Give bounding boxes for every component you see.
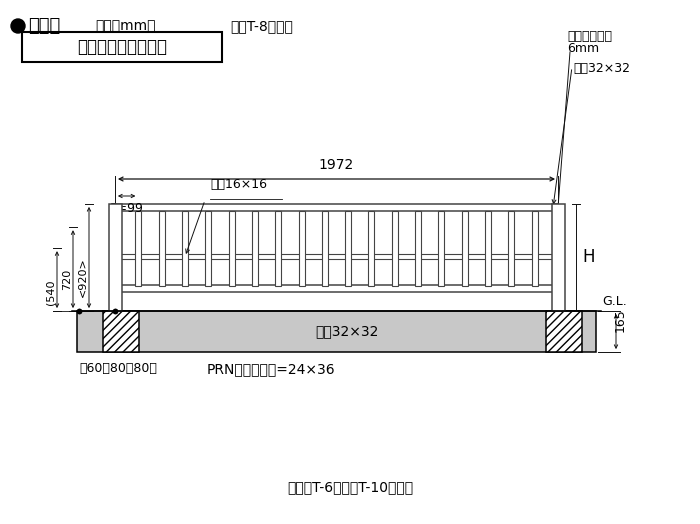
Bar (552, 204, 564, 311)
Circle shape (11, 19, 25, 33)
Bar (102, 311, 139, 352)
Bar (462, 211, 468, 286)
Text: （単位mm）: （単位mm） (95, 19, 155, 33)
Text: 図はT-8サイズ: 図はT-8サイズ (230, 19, 293, 33)
Text: 下桟32×32: 下桟32×32 (315, 324, 378, 339)
Bar (115, 254, 558, 259)
Bar (322, 211, 328, 286)
Bar (532, 211, 538, 286)
Bar (415, 211, 421, 286)
Text: （60）80〈80〉: （60）80〈80〉 (79, 362, 157, 375)
Text: フリーポールタイプ: フリーポールタイプ (77, 38, 167, 56)
Bar (438, 211, 444, 286)
Bar (77, 311, 596, 352)
Text: 1972: 1972 (319, 158, 354, 172)
Bar (205, 211, 211, 286)
Bar (345, 211, 351, 286)
Bar (229, 211, 234, 286)
Bar (115, 285, 558, 292)
Bar (108, 204, 122, 311)
Bar (392, 211, 398, 286)
Text: 6mm: 6mm (567, 41, 599, 54)
Bar (485, 211, 491, 286)
Bar (115, 204, 558, 211)
Text: （　）T-6〈　〉T-10の場合: （ ）T-6〈 〉T-10の場合 (287, 480, 413, 494)
Bar (22, 32, 222, 62)
Text: 165: 165 (613, 308, 626, 332)
Bar (275, 211, 281, 286)
Bar (368, 211, 374, 286)
Bar (555, 211, 561, 286)
Text: (540: (540 (46, 280, 56, 305)
Bar (545, 311, 582, 352)
Text: H: H (582, 248, 594, 267)
Text: 小桟16×16: 小桟16×16 (210, 178, 267, 191)
Bar (135, 211, 141, 286)
Bar (112, 211, 118, 286)
Bar (298, 211, 304, 286)
Bar (182, 211, 188, 286)
Text: ジョイント部: ジョイント部 (567, 29, 612, 42)
Bar (159, 211, 164, 286)
Text: G.L.: G.L. (602, 295, 626, 308)
Text: 上桟32×32: 上桟32×32 (573, 61, 630, 74)
Text: P=99: P=99 (110, 202, 144, 215)
Text: PRN柱外形寸法=24×36: PRN柱外形寸法=24×36 (207, 362, 335, 376)
Bar (508, 211, 514, 286)
Text: 720: 720 (62, 269, 72, 290)
Text: <920>: <920> (78, 257, 88, 297)
Text: 寸法図: 寸法図 (28, 17, 60, 35)
Bar (252, 211, 258, 286)
